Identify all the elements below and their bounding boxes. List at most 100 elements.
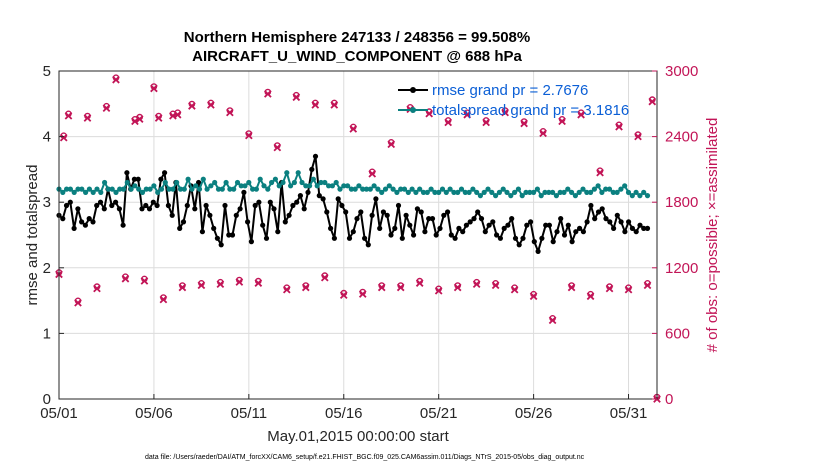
rmse-point	[641, 225, 647, 231]
rmse-point	[494, 232, 500, 238]
rmse-point	[437, 225, 443, 231]
obs-assimilated-marker	[368, 169, 377, 178]
plot-frame	[58, 70, 658, 400]
rmse-point	[463, 222, 469, 228]
obs-assimilated-marker	[539, 129, 547, 138]
rmse-point	[252, 202, 258, 209]
totalspread-point	[196, 186, 203, 192]
totalspread-point	[284, 170, 290, 176]
totalspread-point	[98, 189, 104, 195]
obs-assimilated-marker	[339, 291, 348, 299]
totalspread-point	[139, 189, 146, 195]
totalspread-point	[379, 189, 385, 195]
totalspread-point	[261, 183, 267, 189]
totalspread-point	[394, 189, 400, 195]
obs-assimilated-marker	[74, 298, 82, 307]
rmse-point	[237, 206, 243, 212]
totalspread-point	[185, 176, 191, 182]
totalspread-point	[86, 186, 92, 192]
totalspread-point	[477, 193, 483, 199]
obs-assimilated-marker	[482, 118, 490, 127]
legend-rmse-label: rmse grand pr = 2.7676	[432, 82, 588, 99]
rmse-point	[558, 216, 564, 222]
rmse-point	[550, 239, 556, 245]
rmse-point	[516, 242, 522, 248]
rmse-point	[116, 206, 122, 212]
rmse-point	[192, 206, 198, 212]
totalspread-point	[307, 183, 313, 189]
rmse-point	[67, 199, 73, 205]
totalspread-point	[219, 186, 225, 192]
totalspread-point	[493, 193, 499, 199]
rmse-point	[354, 216, 360, 222]
rmse-point	[263, 235, 270, 241]
totalspread-point	[181, 186, 187, 192]
rmse-point	[546, 222, 553, 228]
rmse-point	[143, 202, 149, 209]
rmse-point	[97, 199, 104, 205]
obs-assimilated-marker	[93, 284, 101, 293]
rmse-point	[565, 222, 571, 228]
rmse-point	[362, 235, 368, 241]
obs-assimilated-marker	[349, 125, 358, 133]
totalspread-point	[436, 189, 442, 195]
totalspread-point	[174, 179, 180, 186]
totalspread-point	[565, 186, 571, 192]
obs-assimilated-marker	[254, 279, 263, 287]
totalspread-point	[215, 186, 222, 192]
totalspread-point	[572, 193, 579, 199]
rmse-point	[614, 212, 620, 218]
y-axis-label: rmse and totalspread	[24, 165, 41, 306]
obs-assimilated-marker	[330, 101, 339, 109]
rmse-point	[245, 219, 251, 225]
rmse-point	[331, 235, 337, 241]
totalspread-point	[485, 186, 491, 192]
rmse-point	[561, 232, 568, 238]
totalspread-point	[329, 183, 335, 189]
rmse-point	[471, 216, 477, 222]
rmse-point	[467, 219, 473, 225]
totalspread-point	[550, 189, 556, 195]
obs-assimilated-marker	[216, 280, 225, 289]
totalspread-point	[534, 186, 541, 192]
rmse-point	[320, 196, 326, 202]
rmse-point	[644, 225, 651, 231]
rmse-point	[622, 229, 628, 235]
totalspread-point	[162, 179, 168, 186]
obs-assimilated-marker	[415, 279, 424, 287]
obs-assimilated-marker	[245, 131, 253, 140]
totalspread-point	[238, 183, 244, 189]
totalspread-point	[641, 189, 647, 195]
rmse-point	[135, 176, 141, 182]
rmse-point	[301, 206, 307, 212]
rmse-point	[346, 235, 353, 241]
obs-assimilated-marker	[643, 281, 652, 290]
totalspread-point	[341, 183, 347, 189]
obs-assimilated-marker	[648, 97, 657, 106]
obs-assimilated-marker	[131, 117, 139, 126]
right-axis-label: # of obs: o=possible; ×=assimilated	[704, 118, 721, 353]
totalspread-point	[318, 179, 324, 186]
obs-assimilated-marker	[154, 114, 163, 122]
totalspread-point	[519, 193, 525, 199]
rmse-point	[109, 202, 115, 209]
totalspread-point	[474, 189, 480, 195]
rmse-point	[275, 229, 281, 235]
totalspread-point	[356, 183, 362, 189]
totalspread-point	[177, 186, 184, 192]
right-tick-label: 600	[665, 325, 690, 342]
totalspread-point	[508, 193, 514, 199]
totalspread-point	[644, 193, 651, 199]
y-tick-label: 3	[43, 194, 51, 211]
rmse-point	[501, 225, 507, 231]
rmse-point	[169, 212, 175, 218]
totalspread-point	[105, 186, 111, 192]
obs-markers	[55, 74, 661, 403]
totalspread-point	[102, 179, 108, 186]
rmse-point	[184, 202, 190, 209]
rmse-point	[618, 219, 624, 225]
obs-assimilated-marker	[59, 133, 68, 142]
rmse-point	[162, 170, 168, 176]
rmse-point	[113, 199, 119, 205]
right-tick-label: 2400	[665, 129, 698, 146]
